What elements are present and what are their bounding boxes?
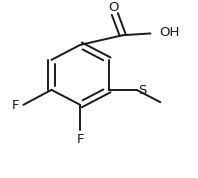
Text: O: O xyxy=(109,1,119,14)
Text: F: F xyxy=(12,99,19,112)
Text: OH: OH xyxy=(159,26,179,39)
Text: F: F xyxy=(76,133,84,146)
Text: S: S xyxy=(138,84,147,97)
